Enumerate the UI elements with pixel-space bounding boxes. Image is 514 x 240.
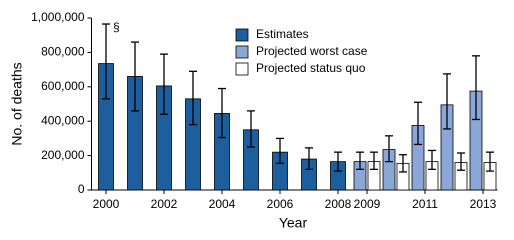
- x-tick-label: 2008: [325, 197, 352, 211]
- y-tick-label: 600,000: [41, 79, 85, 93]
- y-tick-label: 400,000: [41, 113, 85, 127]
- x-axis-title: Year: [279, 215, 308, 231]
- x-tick-label: 2009: [354, 197, 381, 211]
- legend-label: Projected worst case: [256, 44, 368, 58]
- x-tick-label: 2000: [93, 197, 120, 211]
- x-tick-label: 2006: [267, 197, 294, 211]
- legend-label: Projected status quo: [256, 61, 366, 75]
- y-tick-label: 1,000,000: [31, 10, 85, 24]
- x-tick-label: 2002: [151, 197, 178, 211]
- legend-swatch: [235, 62, 249, 76]
- y-tick-label: 200,000: [41, 148, 85, 162]
- legend-swatch: [235, 28, 249, 42]
- y-tick-label: 0: [78, 182, 85, 196]
- legend-swatch: [235, 45, 249, 59]
- x-tick-label: 2004: [209, 197, 236, 211]
- y-tick-label: 800,000: [41, 45, 85, 59]
- legend-label: Estimates: [256, 27, 309, 41]
- annotation: §: [113, 20, 120, 34]
- y-axis-title: No. of deaths: [9, 62, 25, 145]
- x-tick-label: 2013: [470, 197, 497, 211]
- chart: Year No. of deaths 0 200,000 400,000 600,00…: [9, 10, 498, 231]
- x-tick-label: 2011: [412, 197, 438, 211]
